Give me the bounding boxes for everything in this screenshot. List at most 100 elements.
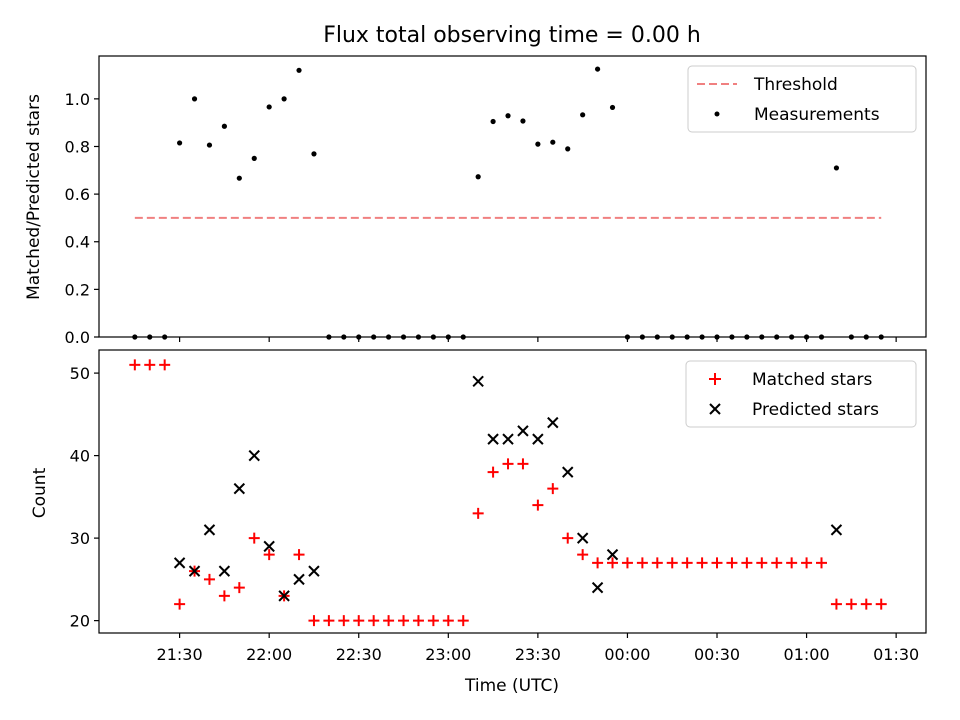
top-panel-y-label: Matched/Predicted stars xyxy=(24,94,44,300)
matched-stars-point xyxy=(218,590,230,602)
predicted-stars-point xyxy=(218,565,231,577)
bottom-legend-box xyxy=(685,360,917,428)
matched-stars-point xyxy=(875,598,887,610)
matched-stars-point xyxy=(129,359,141,371)
predicted-stars-point xyxy=(502,433,514,445)
top-y-tick-label: 1.0 xyxy=(65,90,90,109)
matched-stars-point xyxy=(383,615,395,627)
measurement-point xyxy=(490,118,496,125)
matched-stars-point xyxy=(711,557,723,569)
measurement-point xyxy=(475,174,481,180)
matched-stars-point xyxy=(845,598,857,610)
bottom-panel-y-ticks: 20 30 40 50 xyxy=(70,364,99,631)
measurement-point xyxy=(580,112,586,118)
matched-stars-point xyxy=(308,615,320,627)
measurement-point xyxy=(609,104,616,111)
matched-stars-point xyxy=(741,557,753,569)
top-panel-marks xyxy=(132,66,884,340)
matched-stars-point xyxy=(577,549,589,561)
matched-stars-point xyxy=(233,582,245,594)
measurement-point xyxy=(311,151,317,157)
matched-stars-point xyxy=(427,615,439,627)
bottom-panel-y-label: Count xyxy=(30,467,50,518)
predicted-stars-point xyxy=(173,557,186,569)
top-panel-x-ticks xyxy=(179,337,897,342)
matched-stars-point xyxy=(398,615,410,627)
legend-matched-label: Matched stars xyxy=(752,370,872,390)
chart-title: Flux total observing time = 0.00 h xyxy=(323,23,701,48)
top-y-tick-label: 0.4 xyxy=(65,233,90,252)
matched-stars-point xyxy=(801,557,813,569)
matched-stars-point xyxy=(174,598,186,610)
predicted-stars-point xyxy=(263,540,275,553)
matched-stars-point xyxy=(636,557,648,569)
bottom-legend: Matched stars Predicted stars xyxy=(685,360,917,428)
matched-stars-point xyxy=(621,557,633,569)
measurement-point xyxy=(296,67,302,73)
top-legend-box xyxy=(687,65,917,133)
top-legend: Threshold Measurements xyxy=(687,65,917,133)
predicted-stars-point xyxy=(293,573,305,586)
predicted-stars-point xyxy=(203,524,216,536)
matched-stars-point xyxy=(487,466,499,478)
matched-stars-point xyxy=(786,557,798,569)
measurement-point xyxy=(206,142,213,148)
predicted-stars-point xyxy=(576,532,589,544)
top-panel-y-ticks: 0.0 0.2 0.4 0.6 0.8 1.0 xyxy=(65,90,99,347)
matched-stars-point xyxy=(368,615,380,627)
measurement-point xyxy=(266,104,272,110)
predicted-stars-point xyxy=(547,416,559,429)
bottom-panel-x-ticks: 21:30 22:00 22:30 23:00 23:30 00:00 00:30 01:00… xyxy=(157,633,919,664)
x-tick-label: 23:30 xyxy=(515,645,561,664)
matched-stars-point xyxy=(472,507,484,519)
matched-stars-point xyxy=(144,359,156,371)
predicted-stars-point xyxy=(591,581,604,594)
bottom-y-tick-label: 20 xyxy=(70,612,90,631)
matched-stars-point xyxy=(607,557,619,569)
legend-measurements-label: Measurements xyxy=(754,105,880,125)
matched-stars-point xyxy=(771,557,783,569)
matched-stars-point xyxy=(666,557,678,569)
measurement-point xyxy=(535,141,541,147)
top-y-tick-label: 0.0 xyxy=(65,328,90,347)
predicted-stars-point xyxy=(248,449,260,462)
matched-stars-point xyxy=(323,615,335,627)
x-tick-label: 00:30 xyxy=(694,645,740,664)
matched-stars-point xyxy=(412,615,424,627)
measurement-point xyxy=(251,155,257,161)
matched-stars-point xyxy=(353,615,365,627)
matched-stars-point xyxy=(592,557,604,569)
predicted-stars-point xyxy=(830,524,843,536)
matched-stars-point xyxy=(442,615,454,627)
predicted-stars-point xyxy=(517,425,529,437)
bottom-y-tick-label: 40 xyxy=(70,447,90,466)
matched-stars-point xyxy=(263,549,275,561)
legend-predicted-swatch xyxy=(709,403,721,415)
measurement-point xyxy=(520,118,526,124)
predicted-stars-point xyxy=(472,375,484,388)
measurement-point xyxy=(281,96,287,102)
measurement-point xyxy=(594,66,601,72)
matched-stars-point xyxy=(457,615,469,627)
measurement-point xyxy=(833,165,840,171)
matched-stars-point xyxy=(830,598,842,610)
top-y-tick-label: 0.6 xyxy=(65,185,90,204)
matched-stars-point xyxy=(562,532,574,544)
matched-stars-point xyxy=(502,458,514,470)
x-tick-label: 01:30 xyxy=(873,645,919,664)
x-axis-label: Time (UTC) xyxy=(464,676,559,696)
legend-predicted-label: Predicted stars xyxy=(752,400,879,420)
matched-stars-point xyxy=(248,532,260,544)
predicted-stars-point xyxy=(308,565,320,577)
predicted-stars-point xyxy=(606,548,619,561)
predicted-stars-point xyxy=(188,565,201,577)
matched-stars-point xyxy=(203,573,215,585)
matched-stars-point xyxy=(816,557,828,569)
matched-stars-point xyxy=(696,557,708,569)
x-tick-label: 21:30 xyxy=(157,645,203,664)
matched-stars-point xyxy=(517,458,529,470)
x-tick-label: 00:00 xyxy=(604,645,650,664)
measurement-point xyxy=(550,139,556,145)
predicted-stars-point xyxy=(233,482,246,495)
x-tick-label: 23:00 xyxy=(425,645,471,664)
